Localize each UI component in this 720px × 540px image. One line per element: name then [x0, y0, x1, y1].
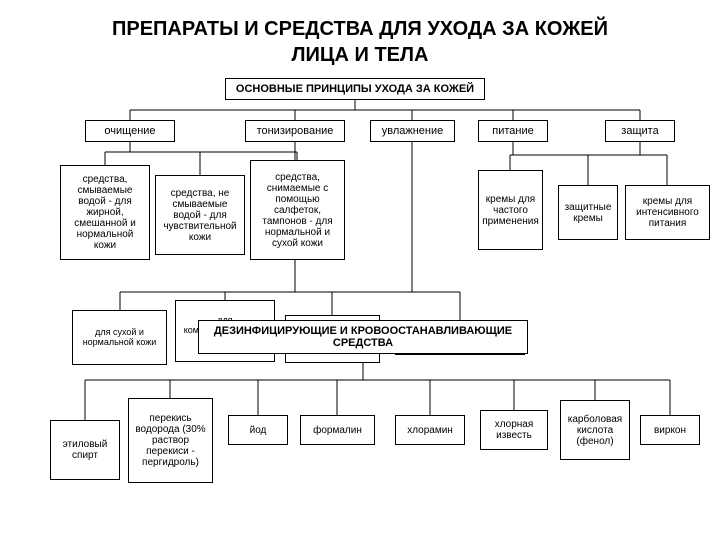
row4-node-7: виркон [640, 415, 700, 445]
row4-node-2: йод [228, 415, 288, 445]
row2-node-label-0: средства, смываемые водой - для жирной, … [65, 174, 145, 251]
row1-node-label-1: тонизирование [257, 125, 334, 137]
row1-node-label-4: защита [621, 125, 658, 137]
row1-node-label-2: увлажнение [382, 125, 444, 137]
row1-node-label-3: питание [492, 125, 533, 137]
row2-node-label-2: средства, снимаемые с помощью салфеток, … [255, 172, 340, 249]
row1-node-2: увлажнение [370, 120, 455, 142]
row3-node-label-0: для сухой и нормальной кожи [77, 328, 162, 348]
row2-node-label-5: кремы для интенсивного питания [630, 196, 705, 229]
row4-node-5: хлорная известь [480, 410, 548, 450]
row2-node-1: средства, не смываемые водой - для чувст… [155, 175, 245, 255]
row4-node-1: перекись водорода (30% раствор перекиси … [128, 398, 213, 483]
row3-node-0: для сухой и нормальной кожи [72, 310, 167, 365]
row1-node-label-0: очищение [104, 125, 155, 137]
row1-node-3: питание [478, 120, 548, 142]
row2-node-3: кремы для частого применения [478, 170, 543, 250]
row4-node-6: карболовая кислота (фенол) [560, 400, 630, 460]
row4-node-label-0: этиловый спирт [55, 439, 115, 461]
row4-node-label-7: виркон [654, 425, 686, 436]
row1-node-1: тонизирование [245, 120, 345, 142]
page-title-line2: ЛИЦА И ТЕЛА [0, 44, 720, 67]
row1-node-4: защита [605, 120, 675, 142]
row2-node-label-3: кремы для частого применения [482, 194, 539, 227]
row2-node-label-1: средства, не смываемые водой - для чувст… [160, 188, 240, 243]
row2-node-4: защитные кремы [558, 185, 618, 240]
row4-node-4: хлорамин [395, 415, 465, 445]
row1-node-0: очищение [85, 120, 175, 142]
row4-node-label-2: йод [250, 425, 267, 436]
disinfect-header: ДЕЗИНФИЦИРУЮЩИЕ И КРОВООСТАНАВЛИВАЮЩИЕ С… [198, 320, 528, 354]
row4-node-3: формалин [300, 415, 375, 445]
row4-node-label-6: карболовая кислота (фенол) [565, 414, 625, 447]
row4-node-label-5: хлорная известь [485, 419, 543, 441]
disinfect-label: ДЕЗИНФИЦИРУЮЩИЕ И КРОВООСТАНАВЛИВАЮЩИЕ С… [203, 325, 523, 349]
page-title-line1: ПРЕПАРАТЫ И СРЕДСТВА ДЛЯ УХОДА ЗА КОЖЕЙ [0, 18, 720, 41]
row4-node-0: этиловый спирт [50, 420, 120, 480]
root-node: ОСНОВНЫЕ ПРИНЦИПЫ УХОДА ЗА КОЖЕЙ [225, 78, 485, 100]
row2-node-label-4: защитные кремы [563, 202, 613, 224]
root-label: ОСНОВНЫЕ ПРИНЦИПЫ УХОДА ЗА КОЖЕЙ [236, 83, 474, 95]
row2-node-0: средства, смываемые водой - для жирной, … [60, 165, 150, 260]
row2-node-5: кремы для интенсивного питания [625, 185, 710, 240]
row4-node-label-1: перекись водорода (30% раствор перекиси … [133, 413, 208, 468]
row4-node-label-3: формалин [313, 425, 362, 436]
row2-node-2: средства, снимаемые с помощью салфеток, … [250, 160, 345, 260]
row4-node-label-4: хлорамин [407, 425, 453, 436]
